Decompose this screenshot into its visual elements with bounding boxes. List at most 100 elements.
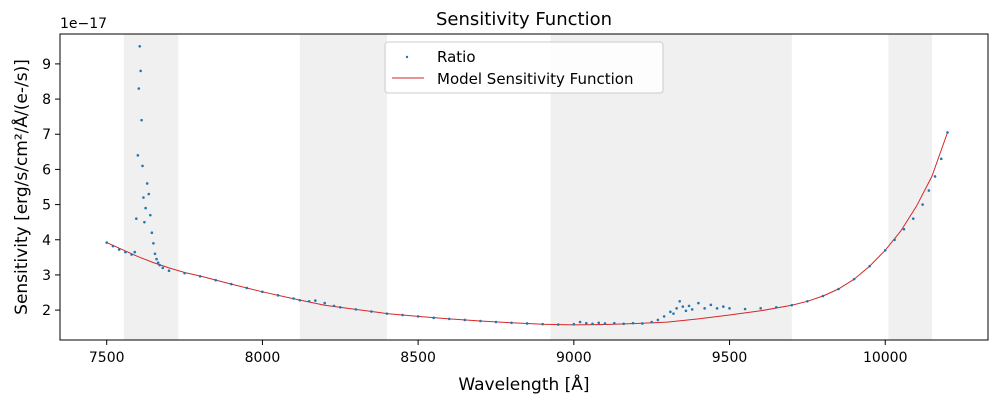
ratio-point — [591, 322, 594, 326]
ratio-point — [137, 87, 141, 90]
ratio-point — [715, 307, 719, 310]
ratio-point — [147, 192, 151, 196]
ratio-point — [156, 261, 160, 264]
ratio-point — [183, 271, 186, 275]
y-tick-label: 6 — [42, 162, 51, 178]
ratio-point — [525, 322, 529, 325]
ratio-point — [105, 241, 109, 244]
ratio-point — [214, 278, 218, 282]
chart-title: Sensitivity Function — [436, 9, 612, 30]
legend-ratio-label: Ratio — [437, 48, 476, 66]
model-sensitivity-line — [106, 132, 948, 326]
ratio-point — [681, 305, 685, 308]
ratio-point — [868, 264, 871, 268]
ratio-point — [298, 298, 302, 302]
legend-box — [384, 41, 664, 94]
ratio-point — [821, 294, 825, 298]
ratio-point — [314, 299, 317, 302]
ratio-point — [332, 304, 336, 308]
ratio-point — [150, 231, 154, 235]
x-tick-label: 9500 — [712, 350, 748, 366]
ratio-point — [370, 310, 373, 313]
ratio-point — [167, 269, 171, 273]
ratio-point — [117, 248, 121, 251]
y-tick-label: 7 — [42, 127, 51, 143]
ratio-point — [149, 213, 152, 217]
ratio-point — [198, 275, 202, 278]
y-tick-label: 4 — [42, 233, 51, 249]
legend-ratio-marker — [405, 55, 409, 59]
ratio-point — [510, 321, 513, 325]
x-tick-label: 8000 — [245, 350, 281, 366]
ratio-point — [578, 320, 582, 324]
ratio-point — [139, 69, 142, 73]
ratio-point — [883, 249, 887, 252]
ratio-point — [597, 321, 601, 325]
ratio-point — [307, 300, 311, 303]
ratio-point — [697, 301, 700, 305]
ratio-point — [790, 303, 794, 307]
x-tick-label: 9000 — [556, 350, 592, 366]
ratio-point — [130, 253, 133, 256]
ratio-point — [143, 220, 146, 224]
ratio-point — [622, 322, 625, 326]
ratio-point — [921, 203, 924, 206]
ratio-point — [902, 227, 906, 231]
legend: Ratio Model Sensitivity Function — [384, 41, 664, 94]
y-tick-label: 9 — [42, 57, 51, 73]
ratio-point — [572, 322, 576, 326]
x-tick-label: 8500 — [400, 350, 436, 366]
ratio-point — [155, 257, 158, 261]
ratio-point — [142, 196, 145, 199]
ratio-point — [743, 307, 747, 311]
ratio-point — [641, 322, 644, 325]
masked-region-3 — [888, 34, 932, 340]
legend-model-label: Model Sensitivity Function — [437, 70, 633, 88]
ratio-point — [229, 282, 233, 286]
ratio-point — [152, 241, 155, 245]
ratio-point — [927, 189, 931, 192]
ratio-point — [401, 313, 404, 317]
ratio-point — [385, 312, 389, 315]
ratio-point — [136, 154, 140, 157]
ratio-point — [703, 307, 706, 310]
x-tick-label: 7500 — [89, 350, 125, 366]
ratio-point — [911, 217, 915, 220]
ratio-point — [939, 157, 943, 161]
ratio-point — [852, 277, 856, 281]
ratio-point — [323, 301, 326, 305]
ratio-point — [669, 310, 672, 314]
ratio-point — [138, 45, 142, 48]
plot-frame — [59, 33, 989, 341]
ratio-point — [158, 263, 161, 267]
ratio-point — [479, 319, 482, 323]
ratio-point — [133, 250, 137, 254]
ratio-point — [613, 321, 616, 325]
x-tick-label: 10000 — [863, 350, 908, 366]
ratio-point — [145, 182, 149, 185]
ratio-point — [153, 252, 157, 256]
ratio-point — [837, 287, 840, 291]
x-axis-label: Wavelength [Å] — [458, 373, 589, 395]
ratio-point — [111, 244, 115, 248]
ratio-point — [946, 131, 949, 134]
ratio-point — [432, 316, 435, 320]
ratio-point — [709, 303, 713, 307]
ratio-point — [161, 266, 165, 270]
ratio-point — [933, 175, 937, 178]
y-offset-text: 1e−17 — [60, 16, 107, 32]
ratio-point — [690, 308, 694, 311]
ratio-point — [675, 307, 678, 310]
ratio-point — [541, 322, 544, 326]
ratio-point — [684, 309, 688, 313]
ratio-point — [774, 305, 778, 309]
y-tick-label: 5 — [42, 198, 51, 214]
ratio-point — [144, 206, 147, 210]
y-tick-label: 8 — [42, 92, 51, 108]
ratio-point — [245, 286, 249, 290]
ratio-point — [276, 294, 280, 297]
ratio-point — [650, 320, 653, 324]
ratio-point — [447, 317, 451, 321]
ratio-point — [631, 321, 635, 325]
ratio-point — [656, 318, 660, 322]
